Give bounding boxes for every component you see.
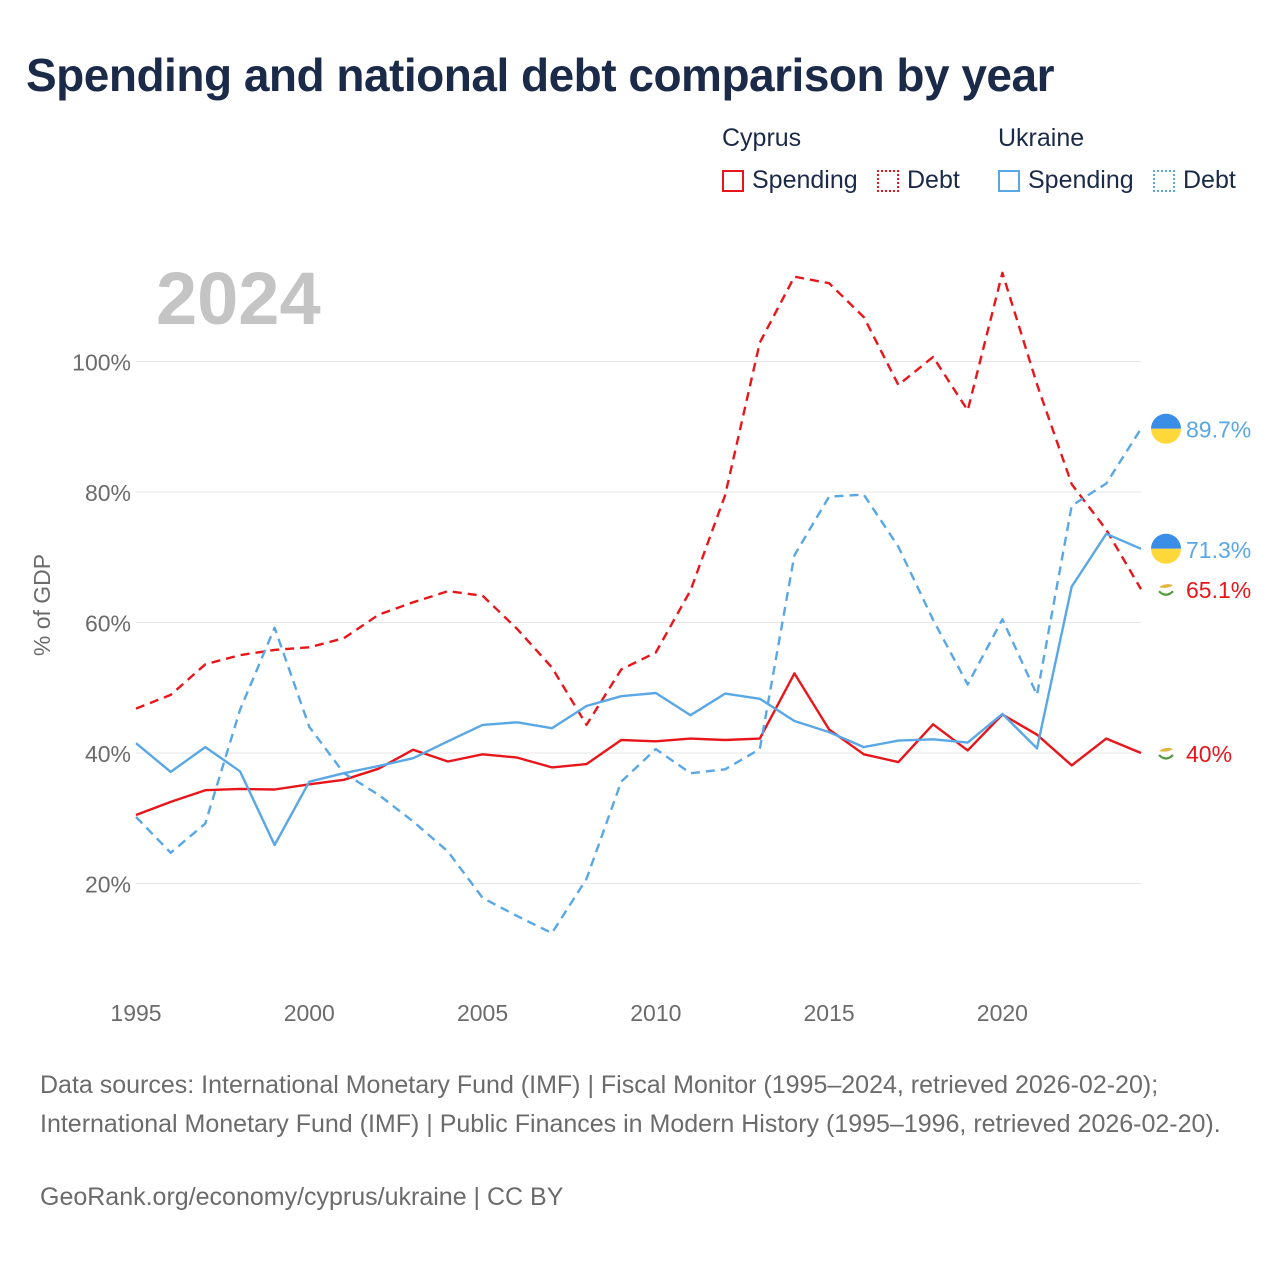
y-tick-label: 40%: [85, 741, 131, 767]
series-line-cyprus-spending: [135, 672, 1142, 817]
data-sources: Data sources: International Monetary Fun…: [40, 1071, 1221, 1138]
end-label-cyprus-debt: 65.1%: [1186, 577, 1251, 603]
x-tick-labels: 1995 2000 2005 2010 2015 2020: [110, 1000, 1028, 1026]
legend-group-ukraine: Ukraine: [998, 124, 1085, 152]
legend-swatch-cyprus-debt: [877, 169, 899, 192]
ukraine-flag-icon-top: [1151, 533, 1181, 549]
cyprus-flag-branches: [1158, 754, 1174, 760]
legend-label-ukraine-spending: Spending: [1028, 166, 1134, 194]
legend-swatch-ukraine-debt: [1153, 169, 1175, 192]
x-tick-label: 2005: [457, 1000, 508, 1026]
y-tick-label: 20%: [85, 872, 131, 898]
legend-group-cyprus: Cyprus: [722, 124, 802, 152]
cyprus-flag-island: [1159, 747, 1173, 752]
ukraine-flag-icon-bottom: [1151, 428, 1181, 444]
x-tick-label: 2010: [630, 1000, 681, 1026]
series-lines: [135, 271, 1143, 935]
x-tick-label: 1995: [110, 1000, 161, 1026]
legend-label-ukraine-debt: Debt: [1183, 166, 1236, 194]
cyprus-flag-island: [1159, 584, 1173, 588]
x-tick-label: 2020: [977, 1000, 1028, 1026]
x-tick-label: 2015: [804, 1000, 855, 1026]
legend-swatch-ukraine-spending: [998, 169, 1020, 192]
end-label-ukraine-spending: 71.3%: [1186, 537, 1251, 563]
end-label-ukraine-debt: 89.7%: [1186, 417, 1251, 443]
series-line-ukraine-debt: [135, 428, 1143, 935]
y-tick-label: 100%: [72, 350, 131, 376]
y-tick-label: 80%: [85, 480, 131, 506]
end-label-cyprus-spending: 40%: [1186, 741, 1232, 767]
end-markers: 65.1% 40% 89.7% 71.3%: [1151, 413, 1251, 767]
y-axis-title: % of GDP: [29, 554, 55, 656]
legend-item-cyprus-spending[interactable]: Spending: [722, 166, 858, 195]
legend-item-cyprus-debt[interactable]: Debt: [877, 166, 960, 195]
series-line-cyprus-debt: [135, 271, 1143, 727]
ukraine-flag-icon-bottom: [1151, 548, 1181, 564]
cyprus-flag-branches: [1158, 590, 1174, 596]
legend-item-ukraine-spending[interactable]: Spending: [998, 166, 1134, 195]
line-chart: 2024 % of GDP 20% 40% 60% 80% 100% 1995 2000 2…: [29, 257, 1251, 1026]
legend-label-cyprus-spending: Spending: [752, 166, 858, 194]
series-line-ukraine-spending: [135, 532, 1142, 847]
ukraine-flag-icon-top: [1151, 413, 1181, 429]
y-tick-label: 60%: [85, 611, 131, 637]
chart-title: Spending and national debt comparison by…: [26, 49, 1055, 101]
y-tick-labels: 20% 40% 60% 80% 100%: [72, 350, 131, 898]
legend-label-cyprus-debt: Debt: [907, 166, 960, 194]
credit-link[interactable]: GeoRank.org/economy/cyprus/ukraine | CC …: [40, 1183, 564, 1211]
gridlines: [136, 361, 1141, 884]
year-watermark: 2024: [156, 257, 321, 340]
legend-swatch-cyprus-spending: [722, 169, 744, 192]
legend-item-ukraine-debt[interactable]: Debt: [1153, 166, 1236, 195]
x-tick-label: 2000: [284, 1000, 335, 1026]
